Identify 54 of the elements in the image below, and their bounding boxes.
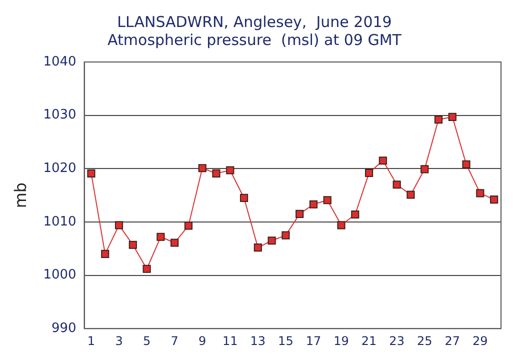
x-tick-label: 27 xyxy=(444,334,460,348)
point xyxy=(309,200,318,208)
x-tick-label: 17 xyxy=(306,334,322,348)
point xyxy=(170,238,179,247)
point xyxy=(128,240,137,249)
x-tick-label: 9 xyxy=(198,334,206,348)
point xyxy=(268,236,276,245)
point xyxy=(184,222,192,230)
y-tick-label: 990 xyxy=(51,320,76,336)
y-tick-label: 1000 xyxy=(43,268,76,283)
x-tick-label: 19 xyxy=(334,334,349,348)
point xyxy=(198,164,206,172)
point xyxy=(240,194,248,202)
point xyxy=(476,189,484,198)
point xyxy=(156,232,165,241)
y-axis-title: mb xyxy=(10,182,30,208)
point xyxy=(254,244,262,252)
point xyxy=(282,231,290,240)
x-tick-label: 23 xyxy=(389,334,404,348)
x-tick-label: 7 xyxy=(170,334,178,348)
point xyxy=(226,166,234,174)
chart-title: LLANSADWRN, Anglesey, June 2019 xyxy=(117,12,392,31)
point xyxy=(296,210,304,218)
x-tick-label: 29 xyxy=(472,334,488,348)
point xyxy=(337,221,346,230)
point xyxy=(420,165,429,174)
point xyxy=(87,169,96,178)
y-tick-label: 1040 xyxy=(43,54,76,70)
y-tick-label: 1020 xyxy=(43,161,76,176)
point xyxy=(392,180,401,189)
point xyxy=(212,169,220,178)
x-tick-label: 1 xyxy=(87,334,96,348)
x-tick-label: 13 xyxy=(250,334,266,348)
x-tick-label: 5 xyxy=(142,334,151,348)
point xyxy=(351,210,360,219)
point xyxy=(365,168,374,177)
x-tick-label: 11 xyxy=(222,334,238,348)
x-tick-label: 25 xyxy=(416,334,432,348)
point xyxy=(142,264,151,273)
y-tick-label: 1030 xyxy=(43,108,76,123)
point xyxy=(434,116,443,124)
x-tick-label: 3 xyxy=(115,334,123,348)
point xyxy=(378,156,387,165)
point xyxy=(462,160,470,168)
point xyxy=(323,196,332,204)
chart-subtitle: Atmospheric pressure (msl) at 09 GMT xyxy=(108,30,402,49)
x-tick-label: 21 xyxy=(361,334,377,348)
point xyxy=(448,112,456,121)
y-tick-label: 1010 xyxy=(43,214,76,230)
point xyxy=(406,190,415,199)
point xyxy=(490,196,498,204)
point xyxy=(114,221,124,230)
point xyxy=(101,250,110,258)
x-tick-label: 15 xyxy=(278,334,294,348)
